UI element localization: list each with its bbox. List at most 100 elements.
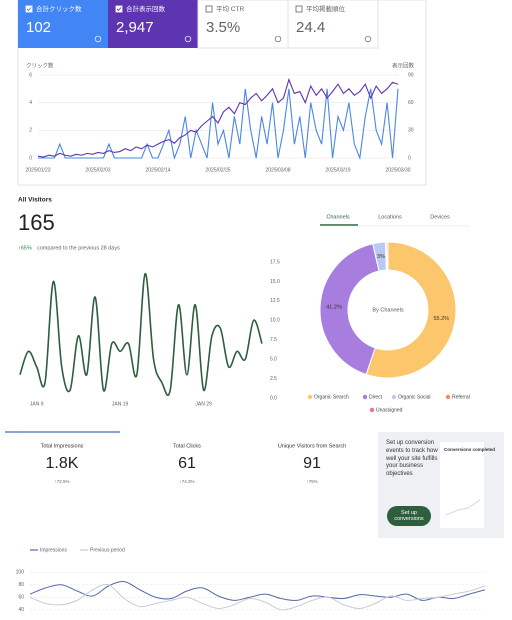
y-tick-label: 100 — [16, 570, 25, 576]
donut-label: 3% — [377, 254, 385, 260]
series-line — [38, 88, 399, 161]
y-axis-title: クリック数 — [26, 61, 54, 69]
help-icon — [364, 35, 372, 43]
y2-tick-label: 0 — [408, 155, 411, 161]
y-tick-label: 80 — [18, 582, 24, 588]
y-tick-label: 60 — [18, 595, 24, 601]
donut-segment[interactable] — [365, 241, 457, 379]
legend-dot — [391, 394, 397, 400]
metric-label: 合計クリック数 — [36, 4, 82, 13]
metric-label: 平均 CTR — [216, 4, 244, 13]
checkmark — [26, 7, 32, 12]
donut-segment[interactable] — [319, 243, 380, 376]
series-line — [29, 581, 486, 601]
stat-label: Unique Visitors from Search — [278, 443, 346, 449]
legend-label: Previous period — [90, 547, 125, 553]
donut-label: 41.2% — [326, 305, 342, 311]
donut-segment[interactable] — [386, 241, 389, 271]
visitors-note: compared to the previous 28 days — [37, 245, 120, 251]
y-tick-label: 40 — [18, 607, 24, 613]
stat-change: ↑72.5% — [54, 479, 69, 484]
y-tick-label: 15.0 — [270, 279, 280, 285]
x-tick-label: 2025/02/25 — [205, 167, 230, 173]
stat-label: Total Clicks — [173, 443, 201, 449]
legend-label: Referral — [452, 394, 470, 400]
visitors-value: 165 — [18, 210, 55, 235]
checkbox[interactable] — [115, 5, 123, 13]
donut-label: 55.2% — [433, 316, 449, 322]
metric-value: 2,947 — [116, 19, 154, 36]
y-tick-label: 0.0 — [270, 395, 277, 401]
y-tick-label: 6 — [29, 72, 32, 78]
x-tick-label: 2025/02/03 — [85, 167, 110, 173]
metric-card[interactable] — [287, 0, 379, 49]
y-tick-label: 2 — [29, 128, 32, 134]
visitors-title: All Visitors — [18, 197, 52, 204]
metric-card[interactable] — [18, 0, 108, 48]
help-icon — [184, 35, 192, 43]
y-tick-label: 10.0 — [270, 318, 280, 324]
help-icon — [94, 35, 102, 43]
y-tick-label: 7.5 — [270, 337, 277, 343]
x-tick-label: JAN 19 — [112, 401, 129, 407]
y-tick-label: 4 — [29, 100, 32, 106]
legend-label: Unassigned — [376, 407, 403, 413]
metric-value: 102 — [26, 19, 51, 36]
y2-axis-title: 表示回数 — [392, 61, 415, 69]
y-tick-label: 17.5 — [270, 259, 280, 265]
metric-label: 平均掲載順位 — [306, 4, 346, 13]
metric-value: 24.4 — [296, 19, 325, 36]
y2-tick-label: 30 — [408, 128, 414, 134]
stat-value: 91 — [303, 455, 321, 472]
checkbox[interactable] — [25, 5, 33, 13]
y-tick-label: 0 — [29, 155, 32, 161]
x-tick-label: JAN 9 — [30, 401, 44, 407]
stat-value: 61 — [178, 455, 196, 472]
x-tick-label: 2025/03/08 — [265, 167, 290, 173]
legend-dot — [362, 394, 368, 400]
setup-button[interactable]: Set up conversions — [387, 506, 431, 526]
stat-change: ↑75% — [306, 479, 317, 484]
metric-label: 合計表示回数 — [126, 4, 166, 13]
x-tick-label: 2025/02/14 — [145, 167, 170, 173]
y-tick-label: 2.5 — [270, 376, 277, 382]
preview-line — [445, 499, 481, 516]
x-tick-label: 2025/03/19 — [325, 167, 350, 173]
x-tick-label: 2025/01/23 — [25, 167, 50, 173]
metric-value: 3.5% — [206, 19, 240, 36]
preview-card — [440, 442, 484, 528]
y2-tick-label: 90 — [408, 72, 414, 78]
checkbox[interactable] — [295, 5, 303, 13]
series-line — [19, 272, 263, 397]
legend-label: Organic Social — [398, 394, 431, 400]
tab[interactable]: Devices — [430, 214, 450, 220]
y-tick-label: 5.0 — [270, 356, 277, 362]
legend-dot — [307, 394, 313, 400]
stat-value: 1.8K — [46, 455, 79, 472]
tab[interactable]: Locations — [378, 214, 402, 220]
y-tick-label: 12.5 — [270, 298, 280, 304]
legend-label: Direct — [369, 394, 383, 400]
checkbox[interactable] — [205, 5, 213, 13]
series-line — [37, 77, 399, 158]
metric-card[interactable] — [108, 0, 198, 48]
legend-label: Impressions — [40, 547, 67, 553]
donut-center: By Channels — [372, 307, 403, 313]
legend-dot — [369, 407, 375, 413]
tab[interactable]: Channels — [326, 214, 349, 220]
help-icon — [274, 35, 282, 43]
series-line — [29, 583, 486, 611]
stat-change: ↑74.3% — [179, 479, 194, 484]
stat-label: Total Impressions — [41, 443, 84, 449]
visitors-change: ↑65% — [18, 245, 32, 251]
preview-title: Conversions completed — [444, 447, 495, 452]
legend-dot — [445, 394, 451, 400]
setup-text: Set up conversion events to track how we… — [386, 440, 438, 478]
checkmark — [116, 7, 122, 12]
metric-card[interactable] — [197, 0, 289, 49]
x-tick-label: JAN 29 — [195, 401, 212, 407]
y2-tick-label: 60 — [408, 100, 414, 106]
x-tick-label: 2025/03/30 — [385, 167, 410, 173]
